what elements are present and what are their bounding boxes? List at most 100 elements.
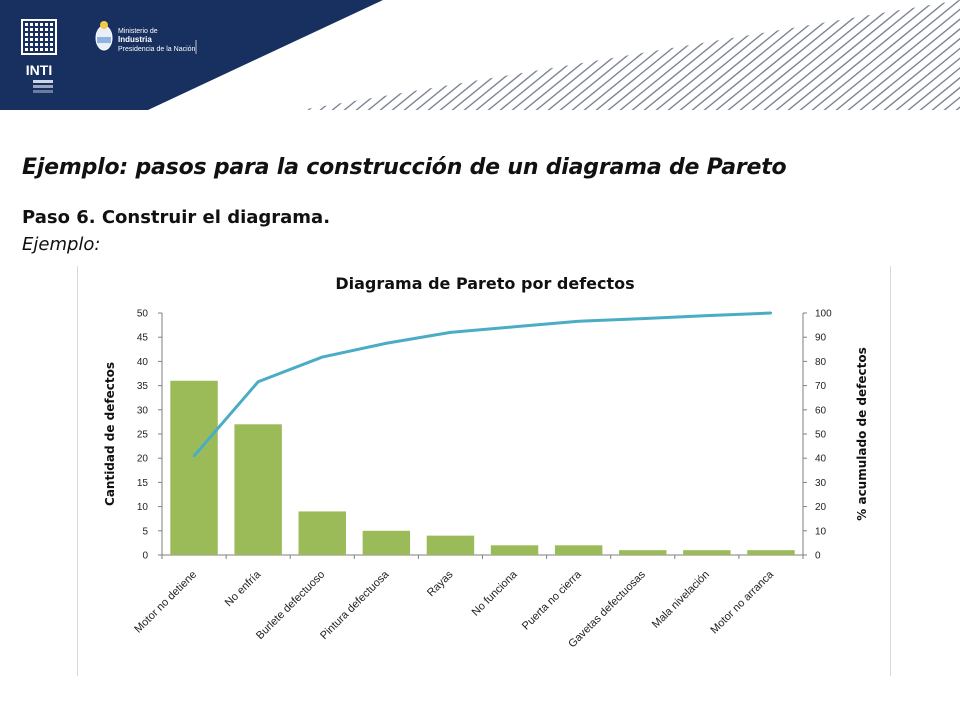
cumulative-line-series — [192, 311, 773, 458]
logo-dot — [35, 38, 38, 41]
y-axis-label: Cantidad de defectos — [103, 362, 117, 506]
bar — [426, 535, 475, 555]
logo-dot — [30, 23, 33, 26]
y2-tick-label: 60 — [815, 405, 827, 416]
header-stripe — [773, 0, 915, 110]
bar — [490, 545, 539, 555]
bar — [170, 380, 218, 555]
bar — [554, 545, 603, 555]
y2-tick-label: 100 — [815, 309, 832, 320]
logo-dot — [40, 28, 43, 31]
pareto-chart: Diagrama de Pareto por defectos Cantidad… — [77, 266, 891, 676]
x-tick-label: Pintura defectuosa — [318, 568, 392, 642]
line-point — [449, 331, 452, 334]
header-stripe — [869, 0, 960, 110]
y-tick-label: 10 — [137, 502, 149, 513]
bar — [747, 550, 795, 555]
pareto-chart-svg: Diagrama de Pareto por defectos Cantidad… — [77, 266, 891, 676]
bar-series — [170, 380, 795, 555]
y-tick-label: 15 — [137, 478, 149, 489]
logo-dot — [35, 48, 38, 51]
line-point — [385, 342, 388, 345]
y-tick-label: 35 — [137, 381, 149, 392]
logo-dot — [30, 48, 33, 51]
logo-dot — [25, 38, 28, 41]
header-navy-panel — [0, 0, 383, 110]
header-stripe — [797, 0, 939, 110]
logo-dot — [25, 48, 28, 51]
logo-dot — [25, 43, 28, 46]
logo-dot — [35, 23, 38, 26]
logo-dot — [45, 38, 48, 41]
page-title: Ejemplo: pasos para la construcción de u… — [22, 155, 787, 180]
x-tick-label: Mala nivelación — [650, 569, 712, 631]
logo-dot — [50, 43, 53, 46]
logo-dot — [45, 33, 48, 36]
header-stripe — [785, 0, 927, 110]
y-tick-label: 20 — [137, 454, 149, 465]
x-tick-label: Rayas — [425, 568, 456, 599]
header-graphic: INTI Ministerio de Industria Presidencia… — [0, 0, 960, 110]
y2-tick-label: 90 — [815, 333, 827, 344]
header-stripe — [953, 0, 960, 110]
header-banner: INTI Ministerio de Industria Presidencia… — [0, 0, 960, 110]
y-tick-label: 25 — [137, 430, 149, 441]
header-stripe — [917, 0, 960, 110]
x-tick-label: No funciona — [470, 568, 521, 619]
y-tick-label: 45 — [137, 333, 149, 344]
bar — [298, 511, 346, 555]
ministry-line-2: Industria — [118, 35, 152, 44]
y2-tick-label: 70 — [815, 381, 827, 392]
y2-axis-ticks: 0 10 20 30 40 50 60 70 80 90 100 — [803, 309, 832, 562]
x-tick-label: Motor no detiene — [132, 569, 199, 636]
x-tick-label: No enfría — [223, 568, 264, 609]
logo-dot — [40, 38, 43, 41]
header-stripe — [857, 0, 960, 110]
y2-tick-label: 20 — [815, 502, 827, 513]
logo-dot — [50, 38, 53, 41]
header-stripe — [761, 0, 903, 110]
ministry-line-3: Presidencia de la Nación — [118, 46, 196, 53]
logo-dot — [50, 33, 53, 36]
chart-title: Diagrama de Pareto por defectos — [335, 274, 634, 293]
inti-logo-text: INTI — [26, 62, 52, 78]
header-stripe — [809, 0, 951, 110]
logo-dot — [30, 43, 33, 46]
y-tick-label: 50 — [137, 309, 149, 320]
logo-dot — [50, 23, 53, 26]
x-tick-label: Motor no arranca — [708, 568, 776, 636]
logo-dot — [25, 33, 28, 36]
step-title: Paso 6. Construir el diagrama. — [22, 207, 331, 228]
y2-tick-label: 0 — [815, 551, 821, 562]
logo-dot — [45, 43, 48, 46]
logo-dot — [30, 38, 33, 41]
logo-dot — [45, 28, 48, 31]
bar — [234, 424, 282, 555]
y-tick-label: 30 — [137, 405, 149, 416]
x-tick-label: Burlete defectuoso — [254, 569, 327, 642]
logo-dot — [25, 28, 28, 31]
line-point — [577, 320, 580, 323]
logo-dot — [40, 48, 43, 51]
logo-dot — [50, 28, 53, 31]
logo-dot — [45, 48, 48, 51]
header-stripe — [845, 0, 960, 110]
line-point — [192, 454, 196, 458]
line-point — [641, 317, 644, 320]
coat-of-arms-icon — [95, 21, 113, 51]
y2-tick-label: 80 — [815, 357, 827, 368]
y-tick-label: 0 — [142, 551, 148, 562]
y-axis-ticks: 0 5 10 15 20 25 30 35 40 45 50 — [137, 309, 162, 562]
y2-tick-label: 10 — [815, 526, 827, 537]
y2-tick-label: 30 — [815, 478, 827, 489]
inti-logo-icon: INTI — [21, 19, 57, 93]
logo-dot — [40, 33, 43, 36]
bar — [619, 550, 667, 555]
cumulative-line — [192, 311, 772, 458]
logo-dot — [40, 43, 43, 46]
logo-dot — [30, 28, 33, 31]
header-stripe — [749, 0, 891, 110]
line-point — [256, 380, 260, 383]
logo-dot — [35, 43, 38, 46]
